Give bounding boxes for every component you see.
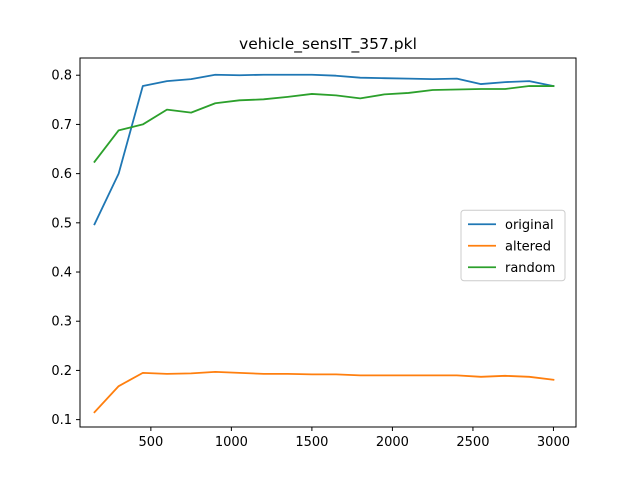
series-layer (93, 73, 555, 414)
legend: original altered random (460, 209, 566, 282)
y-tick-label: 0.1 (51, 413, 72, 428)
y-tick-label: 0.6 (51, 167, 72, 182)
legend-label-altered: altered (505, 239, 551, 254)
x-axis: 500 1000 1500 2000 2500 3000 (138, 427, 570, 450)
x-tick-label: 2000 (376, 435, 409, 450)
y-tick-label: 0.2 (51, 364, 72, 379)
y-axis: 0.1 0.2 0.3 0.4 0.5 0.6 0.7 0.8 (51, 69, 80, 428)
y-tick-label: 0.4 (51, 266, 72, 281)
y-tick-label: 0.8 (51, 69, 72, 84)
x-tick-label: 1500 (295, 435, 328, 450)
x-tick-label: 500 (138, 435, 163, 450)
series-line-original (93, 73, 555, 226)
x-tick-label: 3000 (537, 435, 570, 450)
x-tick-label: 1000 (215, 435, 248, 450)
plot-frame (79, 57, 577, 428)
y-tick-label: 0.7 (51, 118, 72, 133)
x-tick-label: 2500 (456, 435, 489, 450)
legend-label-random: random (505, 261, 555, 276)
y-tick-label: 0.3 (51, 315, 72, 330)
legend-box (460, 209, 566, 282)
series-line-random (93, 85, 555, 164)
series-line-altered (93, 370, 555, 414)
y-tick-label: 0.5 (51, 216, 72, 231)
legend-label-original: original (505, 218, 554, 233)
chart-title: vehicle_sensIT_357.pkl (239, 35, 417, 54)
